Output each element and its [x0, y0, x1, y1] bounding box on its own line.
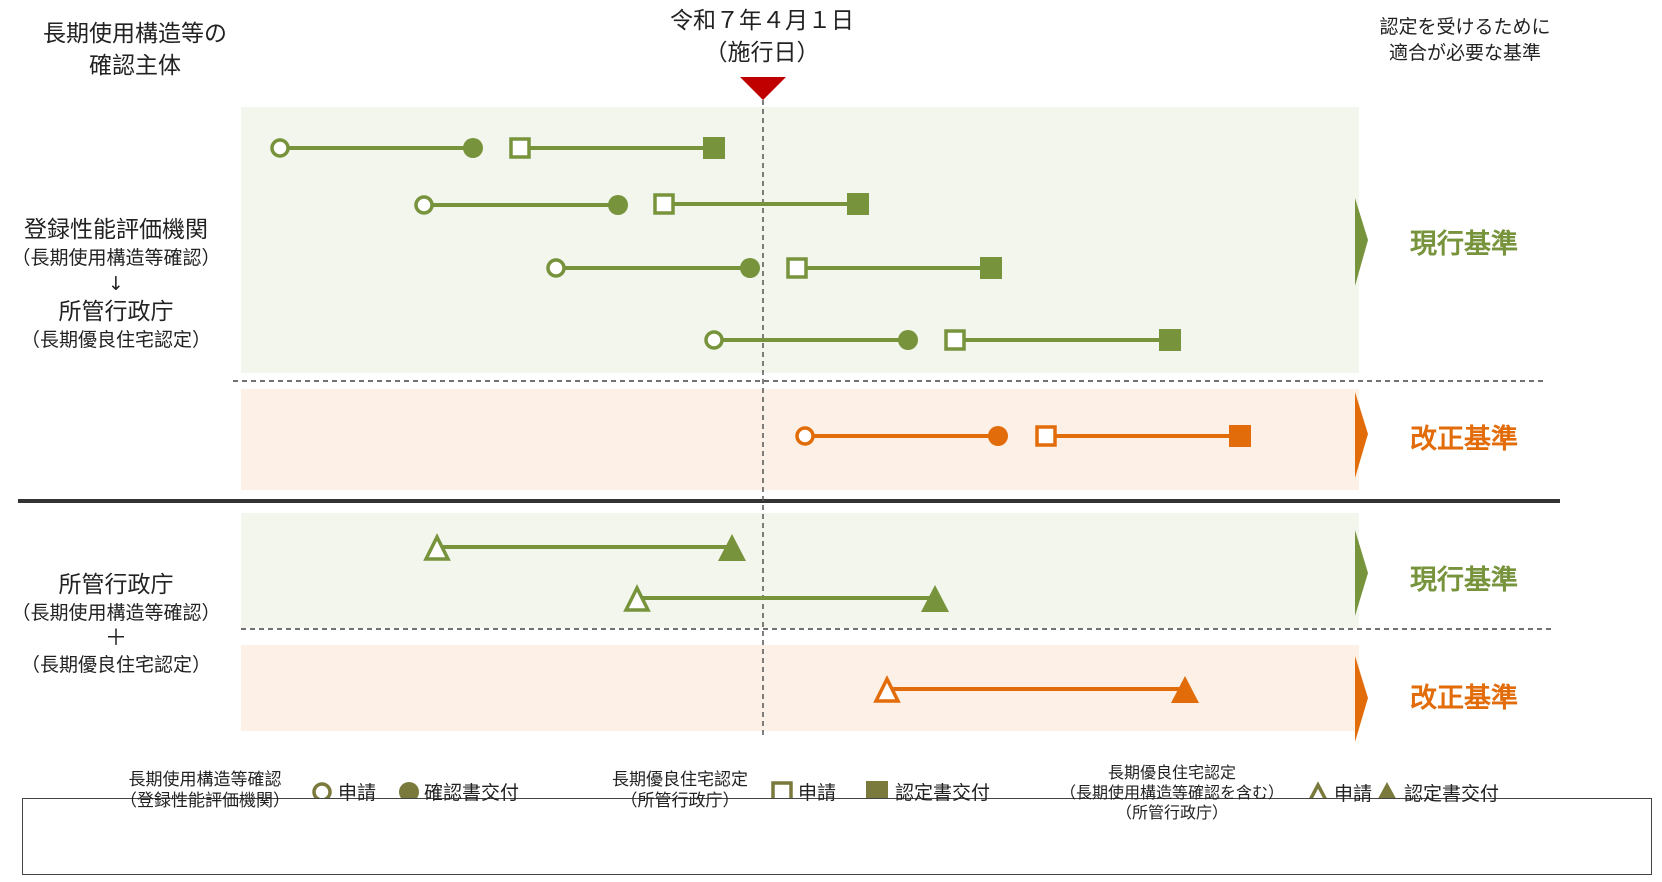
confirm-apply-icon [546, 258, 566, 278]
legend-group1-apply: 申請 [338, 782, 377, 804]
confirm-apply-icon [414, 195, 434, 215]
confirm-body-title-line1: 長期使用構造等の [43, 21, 227, 47]
upper-label-line1: 登録性能評価機関 [24, 217, 208, 243]
cert-apply-icon [1035, 425, 1057, 447]
confirm-issue-icon [463, 138, 483, 158]
legend [22, 798, 1652, 875]
legend-group1-issue: 確認書交付 [424, 782, 520, 804]
legend-group3-line3: （所管行政庁） [1115, 803, 1228, 822]
combined-issue-icon [1171, 676, 1199, 703]
timeline-row [623, 584, 949, 612]
timeline-row [704, 329, 1181, 351]
current-standard-arrow-icon [1355, 198, 1368, 286]
timeline-row [270, 137, 725, 159]
legend-cert-issue-icon [866, 781, 888, 803]
revised-standard-arrow-icon [1355, 392, 1368, 478]
combined-apply-icon [873, 675, 901, 703]
upper-confirm-body-label: 登録性能評価機関 （長期使用構造等確認） ↓ 所管行政庁 （長期優良住宅認定） [2, 215, 230, 353]
plus-icon: ＋ [104, 626, 127, 651]
standard-column-title: 認定を受けるために 適合が必要な基準 [1355, 14, 1575, 66]
legend-group2-apply: 申請 [798, 782, 837, 804]
combined-apply-icon [423, 533, 451, 561]
confirm-apply-icon [704, 330, 724, 350]
down-arrow-icon: ↓ [108, 273, 124, 295]
upper-label-line3: 所管行政庁 [58, 299, 174, 325]
cert-issue-icon [1229, 425, 1251, 447]
legend-group3-title: 長期優良住宅認定 （長期使用構造等確認を含む） （所管行政庁） [1052, 763, 1292, 823]
cert-issue-icon [703, 137, 725, 159]
legend-group3-line2: （長期使用構造等確認を含む） [1059, 783, 1284, 802]
timeline-row [873, 675, 1199, 703]
cert-apply-icon [509, 137, 531, 159]
effective-date-label: （施行日） [704, 40, 820, 66]
lower-confirm-body-label: 所管行政庁 （長期使用構造等確認） ＋ （長期優良住宅認定） [2, 570, 230, 678]
revised-standard-label: 改正基準 [1410, 683, 1518, 714]
legend-group1-line1: 長期使用構造等確認 [128, 770, 282, 790]
effective-date: 令和７年４月１日 [670, 8, 854, 34]
cert-issue-icon [980, 257, 1002, 279]
legend-group2-line1: 長期優良住宅認定 [612, 770, 748, 790]
cert-issue-icon [847, 193, 869, 215]
cert-apply-icon [786, 257, 808, 279]
upper-label-line2: （長期使用構造等確認） [11, 247, 221, 269]
legend-group2-line2: （所管行政庁） [620, 791, 740, 811]
cert-apply-icon [653, 193, 675, 215]
confirm-issue-icon [740, 258, 760, 278]
lower-current-band [241, 513, 1359, 628]
upper-label-line4: （長期優良住宅認定） [20, 329, 211, 351]
cert-apply-icon [944, 329, 966, 351]
legend-group2-issue: 認定書交付 [895, 782, 991, 804]
confirm-body-title-line2: 確認主体 [89, 53, 181, 79]
legend-confirm-issue-icon [399, 782, 419, 802]
legend-group2-title: 長期優良住宅認定 （所管行政庁） [595, 770, 765, 812]
current-standard-label: 現行基準 [1410, 229, 1518, 260]
effective-date-header: 令和７年４月１日 （施行日） [612, 5, 912, 69]
current-standard-arrow-icon [1355, 530, 1368, 616]
legend-group3-apply: 申請 [1334, 783, 1373, 805]
timeline-row [546, 257, 1002, 279]
revised-standard-arrow-icon [1355, 656, 1368, 742]
confirm-apply-icon [795, 426, 815, 446]
timeline-row [795, 425, 1251, 447]
timeline-row [414, 193, 869, 215]
confirm-issue-icon [608, 195, 628, 215]
lower-label-line2: （長期使用構造等確認） [11, 602, 221, 624]
effective-date-marker-icon [740, 77, 786, 100]
standard-title-line2: 適合が必要な基準 [1388, 42, 1541, 64]
legend-group1-line2: （登録性能評価機関） [120, 791, 290, 811]
lower-label-line3: （長期優良住宅認定） [20, 654, 211, 676]
confirm-body-column-title: 長期使用構造等の 確認主体 [20, 18, 250, 82]
lower-label-line1: 所管行政庁 [58, 572, 174, 598]
timeline-row [423, 533, 746, 561]
confirm-apply-icon [270, 138, 290, 158]
confirm-issue-icon [898, 330, 918, 350]
cert-issue-icon [1159, 329, 1181, 351]
revised-standard-label: 改正基準 [1410, 424, 1518, 455]
combined-apply-icon [623, 584, 651, 612]
legend-group1-title: 長期使用構造等確認 （登録性能評価機関） [110, 770, 300, 812]
legend-group3-issue: 認定書交付 [1404, 783, 1500, 805]
combined-issue-icon [921, 585, 949, 612]
confirm-issue-icon [988, 426, 1008, 446]
combined-issue-icon [718, 534, 746, 561]
upper-current-band [241, 107, 1359, 373]
legend-group3-line1: 長期優良住宅認定 [1107, 763, 1236, 782]
standard-title-line1: 認定を受けるために [1379, 16, 1551, 38]
current-standard-label: 現行基準 [1410, 565, 1518, 596]
